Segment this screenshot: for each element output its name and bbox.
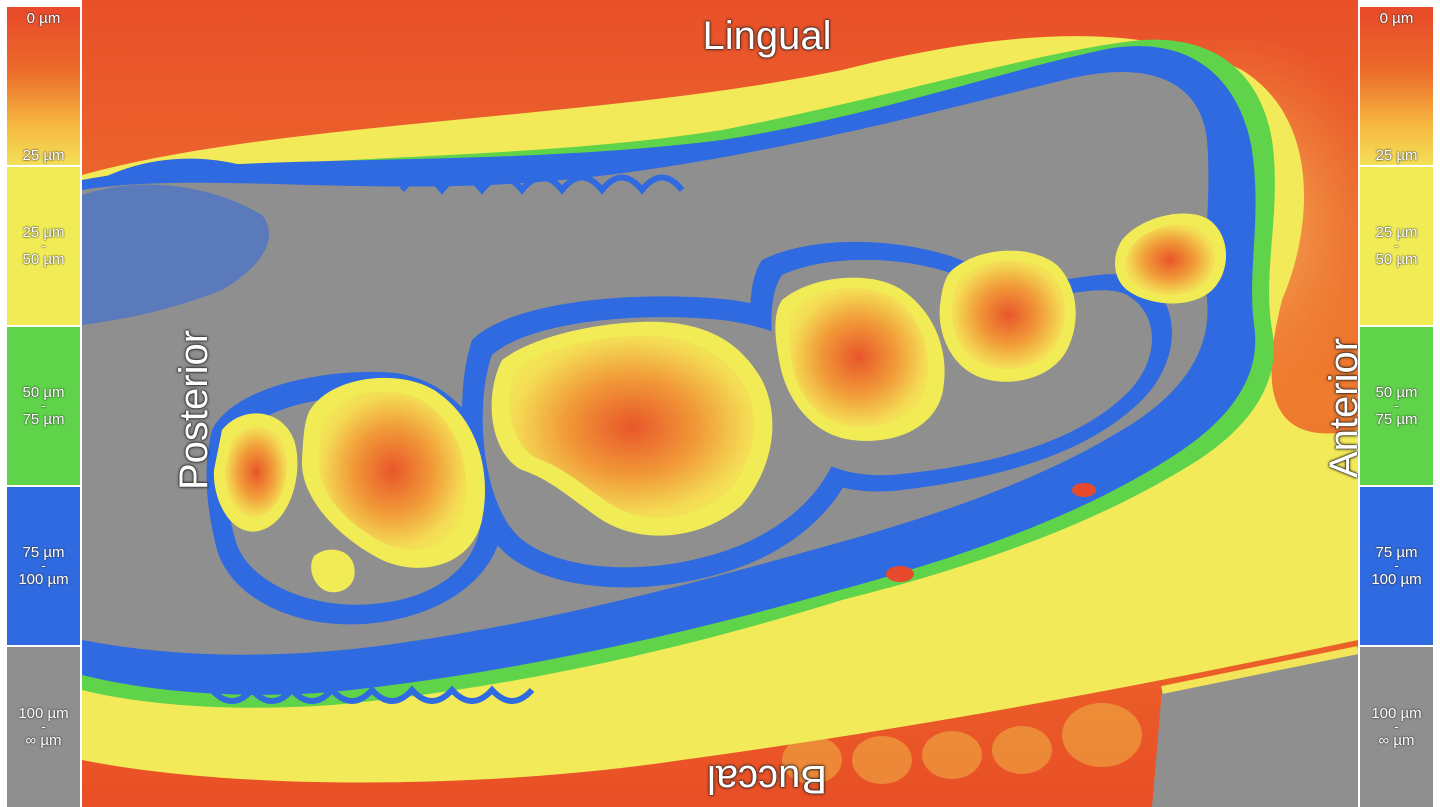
legend-label-top: 0 µm xyxy=(1379,10,1414,27)
legend-label-to: ∞ µm xyxy=(1378,732,1415,749)
buccal-cusp-outline xyxy=(209,685,535,704)
platform-ghost-teeth xyxy=(782,703,1142,784)
legend-label-dash: - xyxy=(1394,398,1399,413)
legend-label-to: 75 µm xyxy=(22,411,65,428)
legend-label-from: 50 µm xyxy=(1375,384,1418,401)
contact-spot xyxy=(1072,483,1096,497)
legend-label-to: 100 µm xyxy=(18,571,69,588)
contact-spot xyxy=(886,566,914,582)
legend-label-top: 0 µm xyxy=(26,10,61,27)
color-scale-legend-left: 0 µm 25 µm 25 µm - 50 µm 50 µm - 75 µm 7… xyxy=(7,7,80,807)
legend-label-dash: - xyxy=(1394,558,1399,573)
label-posterior: Posterior xyxy=(172,329,216,491)
legend-label-dash: - xyxy=(41,398,46,413)
label-anterior: Anterior xyxy=(1322,337,1358,479)
posterior-speckle xyxy=(82,184,270,325)
legend-band-50-75: 50 µm - 75 µm xyxy=(1360,327,1433,487)
legend-label-from: 25 µm xyxy=(22,224,65,241)
legend-band-0-25: 0 µm 25 µm xyxy=(1360,7,1433,167)
legend-label-from: 25 µm xyxy=(1375,224,1418,241)
legend-label-to: 50 µm xyxy=(22,251,65,268)
lower-platform xyxy=(1152,650,1358,807)
legend-label-from: 100 µm xyxy=(1371,705,1422,722)
label-lingual: Lingual xyxy=(702,14,832,58)
lingual-cusp-outline xyxy=(399,174,685,195)
legend-label-to: 100 µm xyxy=(1371,571,1422,588)
legend-label-dash: - xyxy=(1394,719,1399,734)
legend-label-to: 75 µm xyxy=(1375,411,1418,428)
legend-band-100-inf: 100 µm - ∞ µm xyxy=(1360,647,1433,807)
color-scale-legend-right: 0 µm 25 µm 25 µm - 50 µm 50 µm - 75 µm 7… xyxy=(1360,7,1433,807)
legend-label-from: 100 µm xyxy=(18,705,69,722)
legend-band-50-75: 50 µm - 75 µm xyxy=(7,327,80,487)
legend-label-to: 50 µm xyxy=(1375,251,1418,268)
tooth-contact-3 xyxy=(311,549,355,593)
legend-band-25-50: 25 µm - 50 µm xyxy=(7,167,80,327)
legend-label-bottom: 25 µm xyxy=(22,147,65,164)
lower-platform-edge xyxy=(1161,646,1358,694)
label-buccal: Buccal xyxy=(706,757,828,801)
legend-label-dash: - xyxy=(41,719,46,734)
legend-band-75-100: 75 µm - 100 µm xyxy=(7,487,80,647)
legend-label-from: 75 µm xyxy=(22,544,65,561)
legend-band-25-50: 25 µm - 50 µm xyxy=(1360,167,1433,327)
tooth-contacts xyxy=(213,213,1227,593)
legend-label-from: 75 µm xyxy=(1375,544,1418,561)
legend-band-0-25: 0 µm 25 µm xyxy=(7,7,80,167)
clearance-heatmap[interactable]: Lingual Buccal Posterior Anterior xyxy=(82,0,1358,807)
legend-band-100-inf: 100 µm - ∞ µm xyxy=(7,647,80,807)
legend-label-bottom: 25 µm xyxy=(1375,147,1418,164)
legend-label-to: ∞ µm xyxy=(25,732,62,749)
legend-label-dash: - xyxy=(41,238,46,253)
legend-label-dash: - xyxy=(1394,238,1399,253)
legend-label-dash: - xyxy=(41,558,46,573)
legend-band-75-100: 75 µm - 100 µm xyxy=(1360,487,1433,647)
legend-label-from: 50 µm xyxy=(22,384,65,401)
heatmap-graphic xyxy=(82,0,1358,807)
